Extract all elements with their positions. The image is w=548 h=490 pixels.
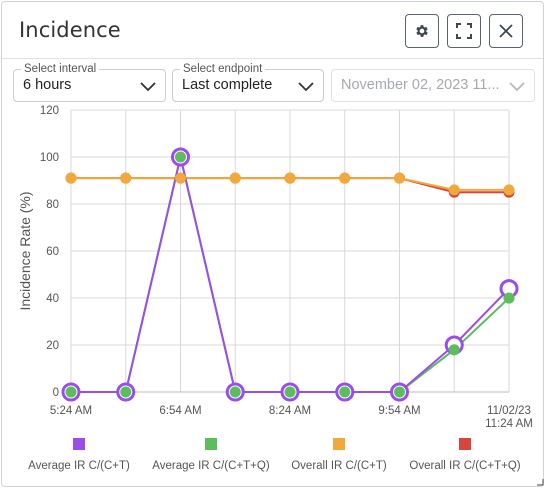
data-point-avg_ir_ctq <box>229 386 241 398</box>
data-point-overall_ir_ct <box>229 172 241 184</box>
resize-handle-icon[interactable] <box>536 478 544 486</box>
y-tick-label: 120 <box>40 105 59 117</box>
chevron-down-icon <box>140 82 156 92</box>
data-point-overall_ir_ct <box>175 172 186 184</box>
data-point-avg_ir_ctq <box>339 386 351 398</box>
data-point-overall_ir_ct <box>339 172 351 184</box>
close-icon <box>499 24 513 38</box>
legend-label: Average IR C/(C+T) <box>28 460 130 472</box>
legend-label: Overall IR C/(C+T) <box>291 460 387 472</box>
endpoint-value: Last complete <box>182 77 273 93</box>
data-point-overall_ir_ct <box>503 184 515 196</box>
data-point-avg_ir_ctq <box>120 386 132 398</box>
x-tick-label: 6:54 AM <box>159 405 201 417</box>
y-tick-label: 40 <box>46 293 59 305</box>
legend-label: Overall IR C/(C+T+Q) <box>409 460 520 472</box>
data-point-avg_ir_ctq <box>448 344 460 356</box>
data-point-overall_ir_ct <box>394 172 405 184</box>
data-point-avg_ir_ctq <box>65 386 77 398</box>
endpoint-legend: Select endpoint <box>180 62 266 76</box>
chevron-down-icon <box>509 82 525 92</box>
data-point-avg_ir_ctq <box>503 292 515 304</box>
x-tick-label: 8:24 AM <box>269 405 311 417</box>
fullscreen-button[interactable] <box>447 14 481 48</box>
legend-swatch <box>333 438 345 450</box>
date-select[interactable]: November 02, 2023 11... <box>331 69 535 102</box>
data-point-avg_ir_ctq <box>284 386 296 398</box>
x-tick-label: 11/02/23 <box>487 405 531 417</box>
widget-title: Incidence <box>19 18 121 42</box>
data-point-avg_ir_ctq <box>394 386 405 398</box>
data-point-overall_ir_ct <box>284 172 296 184</box>
data-point-overall_ir_ct <box>120 172 132 184</box>
y-tick-label: 60 <box>46 246 59 258</box>
legend-swatch <box>73 438 85 450</box>
x-tick-label: 5:24 AM <box>50 405 92 417</box>
fullscreen-icon <box>456 23 472 39</box>
chevron-down-icon <box>298 82 314 92</box>
y-axis-label: Incidence Rate (%) <box>17 191 33 310</box>
x-tick-label: 11:24 AM <box>485 418 533 430</box>
data-point-avg_ir_ctq <box>175 151 186 163</box>
data-point-overall_ir_ct <box>448 184 460 196</box>
endpoint-select[interactable]: Select endpoint Last complete <box>172 62 324 102</box>
legend-swatch <box>459 438 471 450</box>
settings-button[interactable] <box>405 14 439 48</box>
header-divider <box>2 58 543 59</box>
y-tick-label: 100 <box>40 152 59 164</box>
interval-select[interactable]: Select interval 6 hours <box>13 62 166 102</box>
data-point-overall_ir_ct <box>65 172 77 184</box>
interval-legend: Select interval <box>21 62 100 76</box>
gear-icon <box>416 25 428 37</box>
y-tick-label: 20 <box>46 340 59 352</box>
close-button[interactable] <box>489 14 523 48</box>
y-tick-label: 80 <box>46 199 59 211</box>
interval-value: 6 hours <box>23 77 72 93</box>
legend-swatch <box>205 438 217 450</box>
y-tick-label: 0 <box>53 387 59 399</box>
x-tick-label: 9:54 AM <box>378 405 420 417</box>
legend-label: Average IR C/(C+T+Q) <box>152 460 270 472</box>
